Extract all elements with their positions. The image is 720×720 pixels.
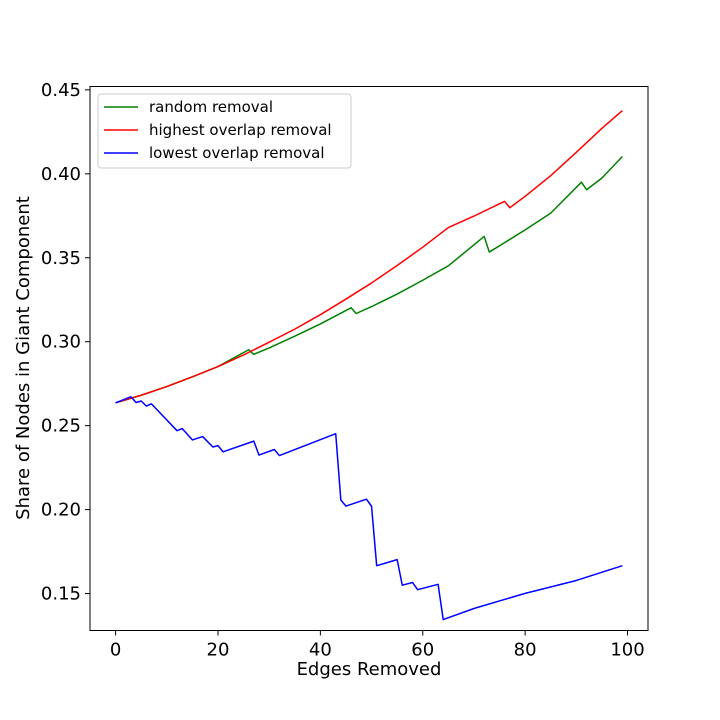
legend: random removal highest overlap removal l… <box>97 93 352 169</box>
y-axis-label: Share of Nodes in Giant Component <box>13 196 34 520</box>
plot-frame <box>89 86 649 631</box>
y-tick-label: 0.35 <box>41 248 81 269</box>
y-tick-label: 0.25 <box>41 416 81 437</box>
series-line-1 <box>115 109 623 404</box>
x-tick-label: 40 <box>309 640 332 661</box>
x-axis-label: Edges Removed <box>297 659 442 680</box>
y-tick-label: 0.40 <box>41 164 81 185</box>
y-tick-label: 0.45 <box>41 80 81 101</box>
legend-label-random: random removal <box>149 98 273 116</box>
legend-label-lowest: lowest overlap removal <box>149 144 325 162</box>
series-lines <box>115 109 623 621</box>
x-tick-label: 60 <box>411 640 434 661</box>
x-tick-label: 0 <box>110 640 121 661</box>
series-line-2 <box>115 396 623 621</box>
y-tick-label: 0.15 <box>41 584 81 605</box>
x-tick-label: 100 <box>610 640 644 661</box>
y-tick-label: 0.20 <box>41 500 81 521</box>
y-tick-label: 0.30 <box>41 332 81 353</box>
y-axis: 0.15 0.20 0.25 0.30 0.35 0.40 0.45 <box>41 80 90 605</box>
legend-label-highest: highest overlap removal <box>149 121 332 139</box>
x-tick-label: 80 <box>514 640 537 661</box>
x-axis: 0 20 40 60 80 100 <box>110 630 645 661</box>
x-tick-label: 20 <box>207 640 230 661</box>
legend-box <box>97 93 352 169</box>
